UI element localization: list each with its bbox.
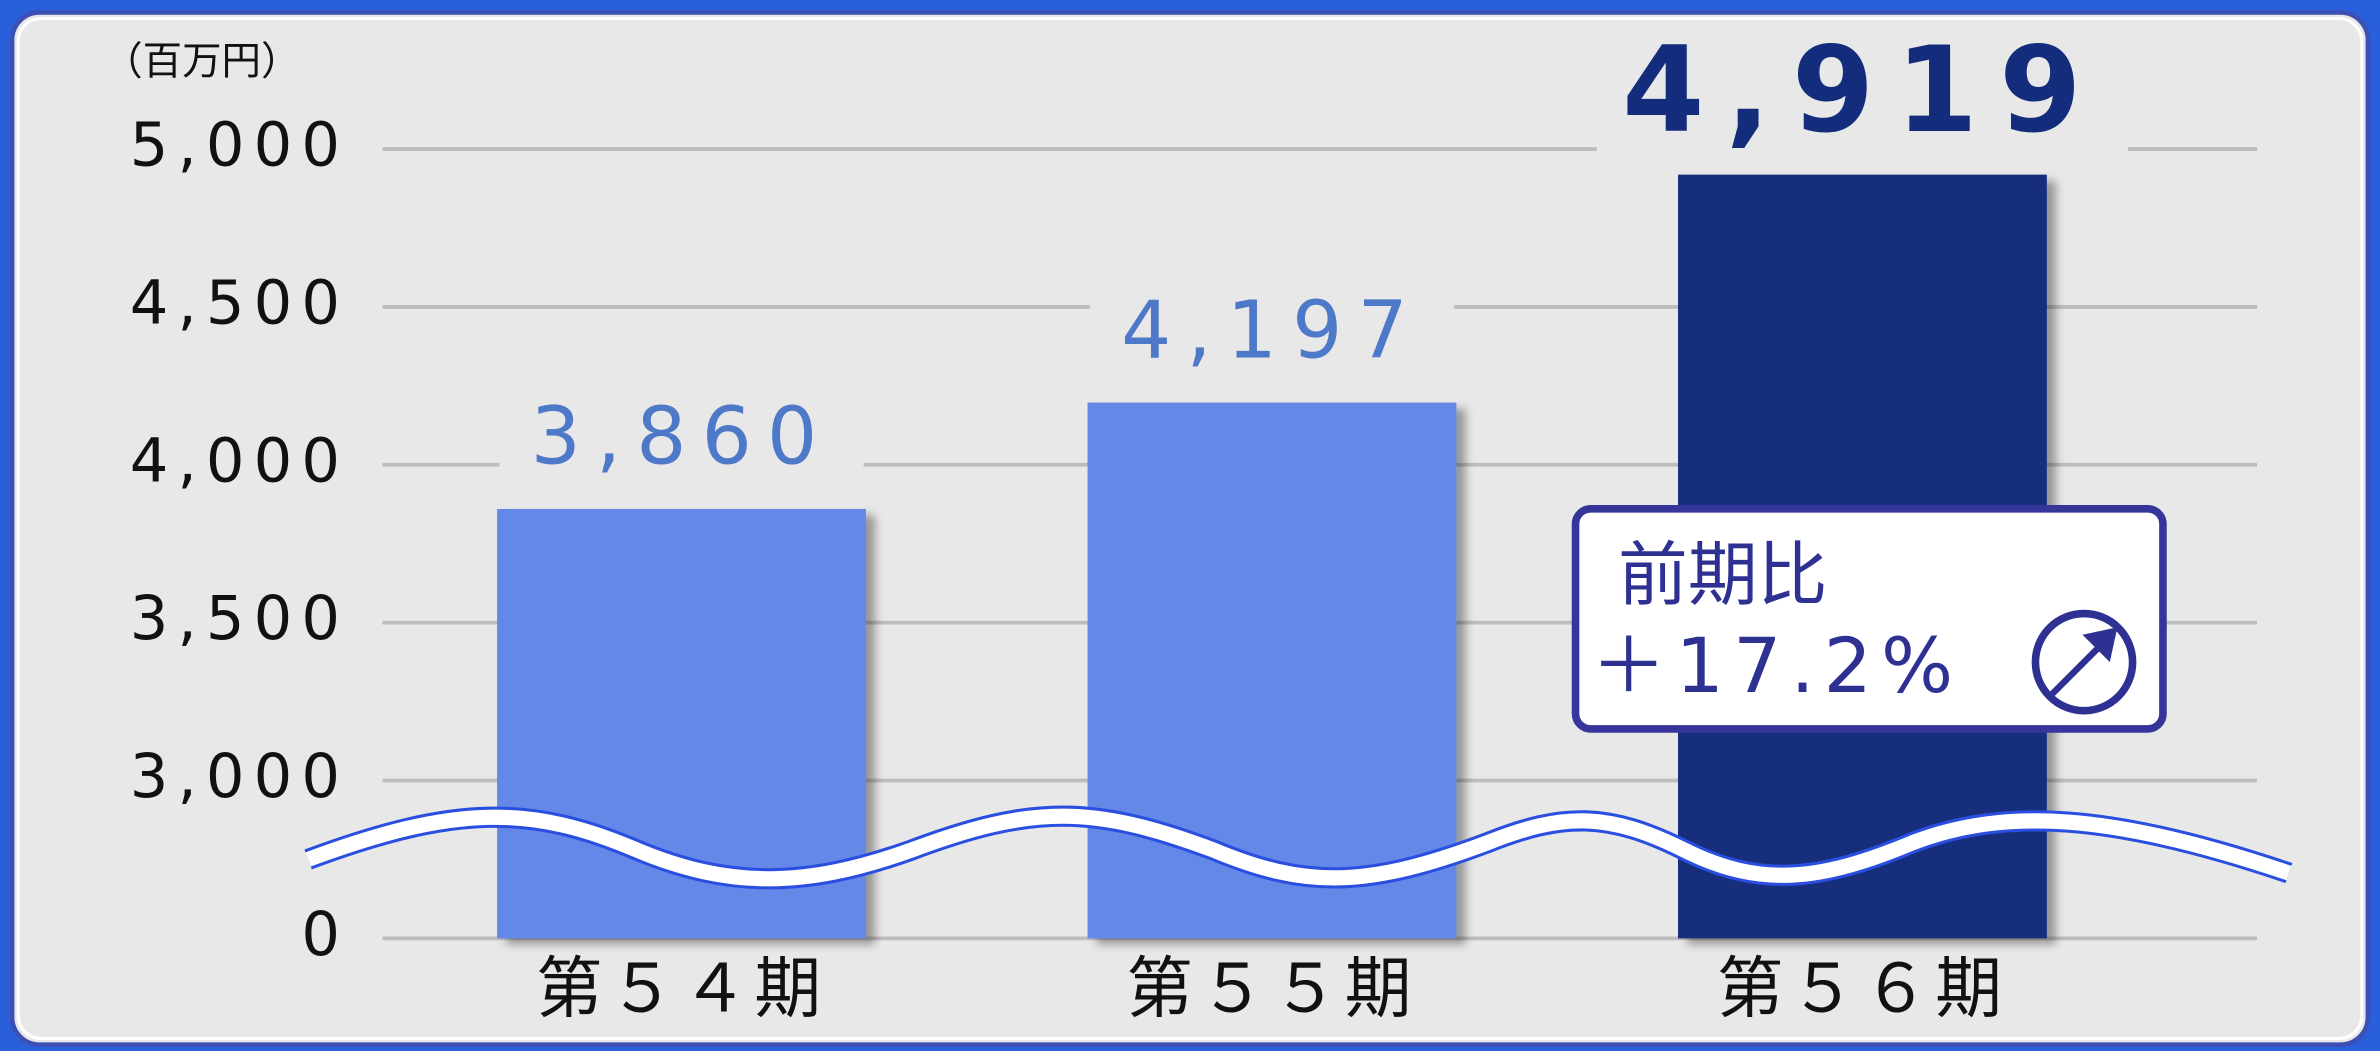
- grid: 0 3,000 3,500 4,000 4,500 5,000: [130, 111, 2258, 970]
- value-label: 3,860: [531, 391, 833, 483]
- value-label: 4,197: [1121, 284, 1423, 376]
- panel-inner-border: [16, 17, 2364, 1041]
- y-tick-label: 3,000: [130, 742, 349, 812]
- bar: [1087, 402, 1457, 939]
- annotation-frame: [1571, 505, 2167, 733]
- x-tick-label: 第５６期: [1717, 950, 2008, 1028]
- annotation-box: 前期比 ＋17.2%: [1571, 505, 2167, 733]
- x-tick-label: 第５５期: [1126, 950, 1417, 1028]
- y-axis-unit: （百万円）: [103, 39, 300, 85]
- value-label-background: [499, 402, 864, 482]
- y-tick-label: 3,500: [130, 584, 349, 654]
- y-tick-label: 5,000: [130, 111, 349, 181]
- value-label-background: [1089, 296, 1455, 376]
- annotation-change: ＋17.2%: [1591, 622, 1963, 710]
- labels: 第５４期 3,860 第５５期 4,197 第５６期 4,919: [499, 21, 2129, 1028]
- up-arrow: [2049, 627, 2118, 698]
- y-tick-label: 4,500: [130, 269, 349, 339]
- value-label-background: [1596, 39, 2129, 158]
- axis-break: [304, 805, 2293, 890]
- x-tick-label: 第５４期: [536, 950, 827, 1028]
- value-label: 4,919: [1622, 21, 2103, 159]
- y-tick-label: 0: [301, 900, 349, 970]
- annotation-title: 前期比: [1618, 535, 1827, 616]
- y-tick-label: 4,000: [130, 426, 349, 496]
